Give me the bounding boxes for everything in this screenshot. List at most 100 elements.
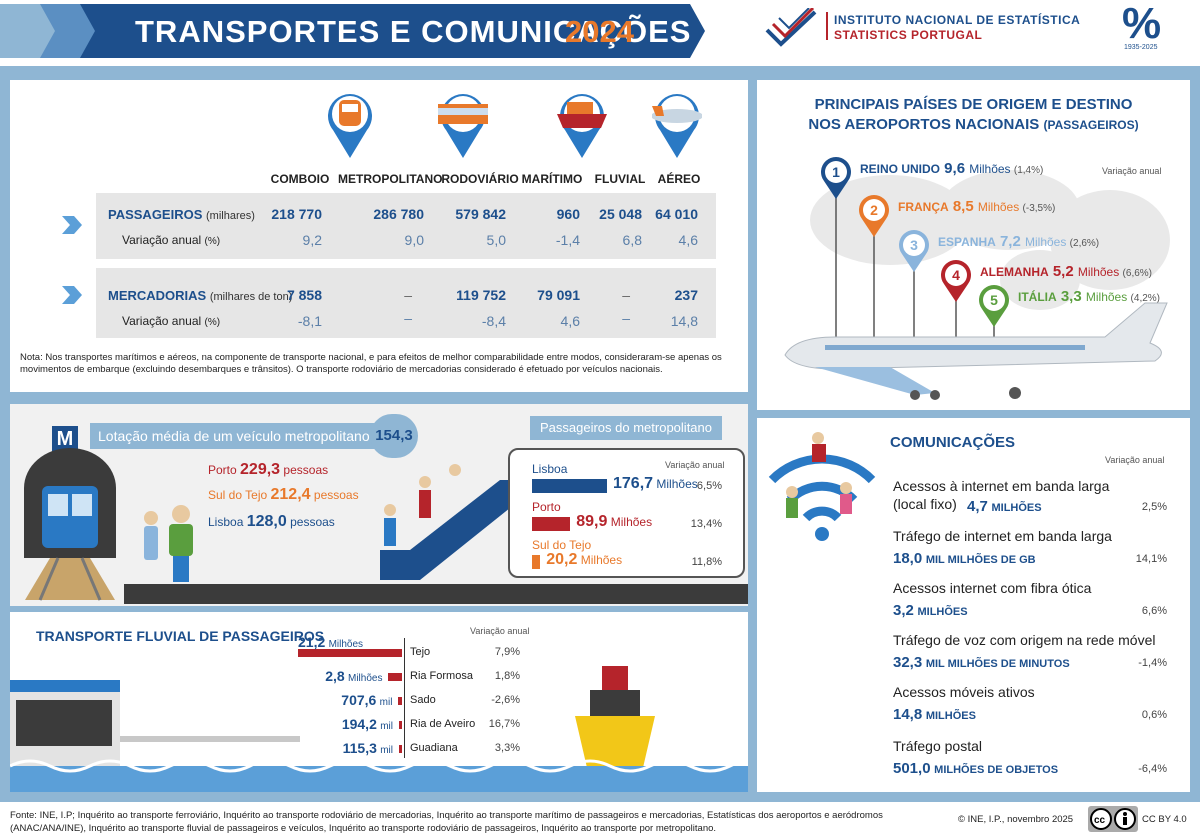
footer-source: Fonte: INE, I.P; Inquérito ao transporte… <box>10 810 883 834</box>
page-year: 2024 <box>565 14 634 49</box>
country-variation: (2,6%) <box>1069 238 1100 249</box>
wifi-icon <box>768 432 876 541</box>
bus-pin-icon <box>438 94 488 158</box>
country-variation: (6,6%) <box>1122 268 1152 279</box>
comm-item-label: Acessos à internet em banda larga <box>893 478 1110 494</box>
plane-pin-icon <box>652 94 702 158</box>
page-title: TRANSPORTES E COMUNICAÇÕES <box>135 14 692 49</box>
comm-item-label: Acessos móveis ativos <box>893 684 1035 700</box>
comm-item-variation: 2,5% <box>1141 501 1167 513</box>
country-label: FRANÇA 8,5 Milhões (-3,5%) <box>898 198 1055 215</box>
passengers-metropolitano: 286 780 <box>373 206 424 222</box>
goods-metropolitano: – <box>404 287 412 303</box>
goods-rodoviario: 119 752 <box>456 287 506 303</box>
anniversary-logo-icon: % <box>1122 0 1162 48</box>
goods-band <box>96 268 716 338</box>
country-value: 8,5 <box>948 198 978 215</box>
comm-item-value: 4,7 MILHÕES <box>967 498 1042 515</box>
country-name: REINO UNIDO <box>860 162 941 176</box>
comm-item-variation: -6,4% <box>1138 763 1167 775</box>
metro-bar <box>532 479 607 493</box>
goods-maritimo: 79 091 <box>537 287 580 303</box>
comm-item-variation: 14,1% <box>1135 553 1167 565</box>
header-banner <box>0 4 705 58</box>
svg-text:1: 1 <box>832 164 840 180</box>
metro-bar-name: Lisboa <box>532 462 568 476</box>
comm-item-value: 14,8 MILHÕES <box>893 706 976 723</box>
comm-item-sublabel: (local fixo) <box>893 496 957 512</box>
metro-bar-name: Sul do Tejo <box>532 538 592 552</box>
goods-var-metropolitano: – <box>404 310 412 326</box>
world-map-icon <box>810 170 1170 310</box>
ine-logo-icon <box>765 8 817 47</box>
location-pin-icon: 5 <box>979 285 1009 348</box>
comm-item-value: 18,0 MIL MILHÕES DE GB <box>893 550 1036 567</box>
goods-var-label: Variação anual (%) <box>122 314 221 328</box>
anniversary-years: 1935-2025 <box>1124 44 1158 51</box>
fluvial-bar <box>388 673 402 681</box>
chevron-right-icon <box>62 286 82 304</box>
location-pin-icon: 1 <box>821 157 851 348</box>
passengers-band <box>96 193 716 259</box>
comm-item-label: Acessos internet com fibra ótica <box>893 580 1092 596</box>
svg-text:4: 4 <box>952 267 960 283</box>
col-header-metropolitano: METROPOLITANO <box>338 172 443 186</box>
country-value: 3,3 <box>1056 288 1086 305</box>
airplane-icon <box>784 302 1168 400</box>
col-header-aereo: AÉREO <box>657 172 701 186</box>
metro-bar <box>532 517 571 531</box>
goods-aereo: 237 <box>674 287 698 303</box>
metro-var-label: Variação anual <box>665 460 725 470</box>
fluvial-bar <box>399 721 402 729</box>
fluvial-variation: 3,3% <box>494 742 520 754</box>
airports-var-label: Variação anual <box>1102 166 1162 176</box>
passengers-fluvial: 25 048 <box>599 206 642 222</box>
country-unit: Milhões <box>977 200 1023 214</box>
goods-var-comboio: -8,1 <box>297 313 322 329</box>
goods-var-maritimo: 4,6 <box>560 313 580 329</box>
fluvial-value: 115,3 mil <box>342 740 393 756</box>
metro-bar-value: 20,2 Milhões <box>546 551 623 568</box>
svg-text:3: 3 <box>910 237 918 253</box>
org-name-en: STATISTICS PORTUGAL <box>834 28 983 42</box>
country-unit: Milhões <box>1077 265 1123 279</box>
location-pin-icon: 2 <box>859 195 889 348</box>
cc-license-icon: cc <box>1088 806 1138 832</box>
col-header-maritimo: MARÍTIMO <box>521 172 583 186</box>
fluvial-value: 707,6 mil <box>341 692 393 708</box>
metro-bar-variation: 6,5% <box>696 480 722 492</box>
metro-city-porto: Porto 229,3 pessoas <box>208 461 329 478</box>
fluvial-name: Guadiana <box>410 742 458 754</box>
metro-passengers-title: Passageiros do metropolitano <box>530 416 722 440</box>
svg-text:5: 5 <box>990 292 998 308</box>
passengers-var-comboio: 9,2 <box>302 232 322 248</box>
country-label: ITÁLIA 3,3 Milhões (4,2%) <box>1018 288 1160 305</box>
country-variation: (1,4%) <box>1013 165 1044 176</box>
country-label: REINO UNIDO 9,6 Milhões (1,4%) <box>860 160 1043 177</box>
comm-item-value: 32,3 MIL MILHÕES DE MINUTOS <box>893 654 1070 671</box>
goods-fluvial: – <box>622 287 630 303</box>
svg-text:cc: cc <box>1094 815 1106 826</box>
country-value: 7,2 <box>995 233 1025 250</box>
passengers-var-fluvial: 6,8 <box>622 232 642 248</box>
country-label: ESPANHA 7,2 Milhões (2,6%) <box>938 233 1099 250</box>
goods-label: MERCADORIAS (milhares de ton) <box>108 288 293 303</box>
escalator-icon <box>380 464 520 580</box>
country-unit: Milhões <box>1085 290 1131 304</box>
country-variation: (4,2%) <box>1130 293 1160 304</box>
fluvial-axis <box>404 638 405 758</box>
country-name: ITÁLIA <box>1018 290 1057 304</box>
fluvial-variation: -2,6% <box>491 694 520 706</box>
metro-bar-name: Porto <box>532 500 561 514</box>
metro-bar-variation: 13,4% <box>690 518 722 530</box>
fluvial-name: Tejo <box>410 646 431 658</box>
comm-item-value: 501,0 MILHÕES DE OBJETOS <box>893 760 1059 777</box>
fluvial-value: 2,8 Milhões <box>325 668 383 684</box>
fluvial-var-label: Variação anual <box>470 626 530 636</box>
metro-bar-value: 176,7 Milhões <box>613 475 698 492</box>
metro-bar-variation: 11,8% <box>691 556 722 568</box>
comm-item-variation: 6,6% <box>1141 605 1167 617</box>
ferry-boat-icon <box>575 666 655 772</box>
goods-var-fluvial: – <box>622 310 630 326</box>
goods-comboio: 7 858 <box>286 287 322 303</box>
